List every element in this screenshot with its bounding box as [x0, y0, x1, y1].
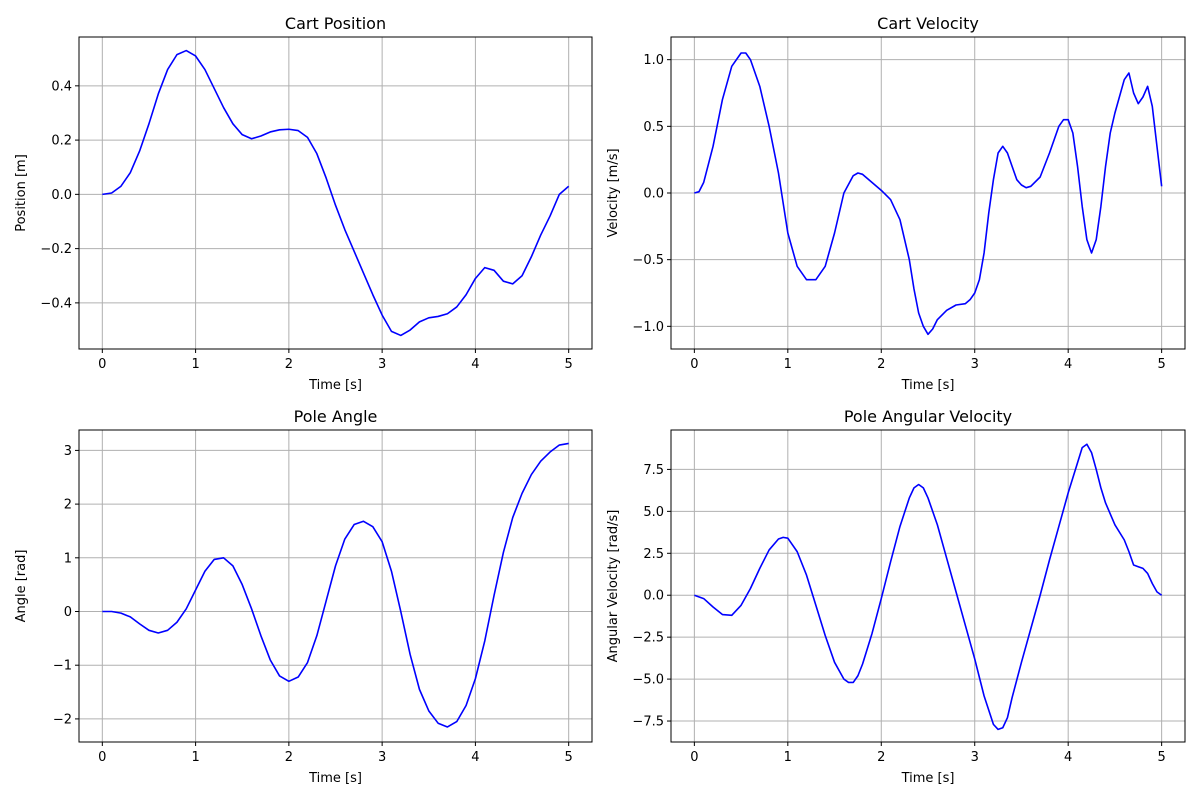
y-tick-label: −1: [53, 659, 72, 674]
x-tick-label: 3: [971, 357, 979, 372]
y-axis-label: Velocity [m/s]: [606, 148, 621, 237]
x-tick-label: 0: [690, 357, 698, 372]
x-tick-label: 0: [98, 750, 106, 765]
chart-title: Cart Velocity: [877, 14, 979, 33]
x-tick-label: 3: [971, 750, 979, 765]
x-tick-label: 2: [877, 750, 885, 765]
x-axis-label: Time [s]: [901, 378, 955, 393]
y-tick-label: −2: [53, 712, 72, 727]
x-axis-label: Time [s]: [308, 771, 362, 786]
y-tick-label: 0.4: [51, 79, 72, 94]
y-tick-label: 0.5: [643, 120, 664, 135]
y-tick-label: 0: [64, 605, 72, 620]
subplot-4: 0 1 2 3 4 5 −7.5 −5.0 −2.5 0.0 2.5 5.0 7.5 Pole Angul…: [606, 407, 1186, 786]
x-tick-label: 1: [784, 357, 792, 372]
x-tick-label: 5: [565, 750, 573, 765]
x-tick-label: 1: [191, 750, 199, 765]
y-tick-label: 0.0: [51, 188, 72, 203]
x-axis-label: Time [s]: [308, 378, 362, 393]
chart-title: Cart Position: [285, 14, 386, 33]
x-tick-label: 0: [98, 357, 106, 372]
y-axis-label: Position [m]: [14, 154, 29, 232]
series-line: [694, 443, 1163, 731]
x-tick-label: 5: [1157, 750, 1165, 765]
x-tick-label: 5: [565, 357, 573, 372]
y-tick-label: −2.5: [632, 631, 664, 646]
y-tick-label: 0.0: [643, 187, 664, 202]
x-tick-label: 2: [285, 750, 293, 765]
y-tick-label: 7.5: [643, 463, 664, 478]
x-tick-label: 3: [378, 750, 386, 765]
y-tick-label: 3: [64, 444, 72, 459]
y-axis-label: Angular Velocity [rad/s]: [606, 510, 621, 663]
y-axis-label: Angle [rad]: [14, 550, 29, 623]
x-axis-label: Time [s]: [901, 771, 955, 786]
axes-frame: [78, 36, 593, 350]
chart-title: Pole Angle: [294, 407, 378, 426]
y-tick-label: −0.4: [40, 296, 72, 311]
series-line: [694, 52, 1163, 336]
series-line: [102, 442, 569, 728]
y-tick-label: 5.0: [643, 505, 664, 520]
x-tick-label: 1: [784, 750, 792, 765]
x-tick-label: 3: [378, 357, 386, 372]
x-tick-label: 0: [690, 750, 698, 765]
x-tick-label: 1: [191, 357, 199, 372]
x-tick-label: 5: [1157, 357, 1165, 372]
y-tick-label: 2.5: [643, 547, 664, 562]
x-tick-label: 4: [471, 750, 479, 765]
subplot-1: 0 1 2 3 4 5 −0.4 −0.2 0.0 0.2 0.4 Cart Position Time…: [14, 14, 593, 393]
x-tick-label: 4: [471, 357, 479, 372]
subplot-3: 0 1 2 3 4 5 −2 −1 0 1 2 3 Pole Angle Time [s] Angle [r…: [14, 407, 593, 786]
y-tick-label: −1.0: [632, 320, 664, 335]
y-tick-label: −5.0: [632, 673, 664, 688]
y-tick-label: 0.0: [643, 589, 664, 604]
y-tick-label: −7.5: [632, 715, 664, 730]
y-tick-label: 2: [64, 498, 72, 513]
x-tick-label: 4: [1064, 357, 1072, 372]
chart-title: Pole Angular Velocity: [844, 407, 1012, 426]
x-tick-label: 4: [1064, 750, 1072, 765]
y-tick-label: 1: [64, 551, 72, 566]
subplot-2: 0 1 2 3 4 5 −1.0 −0.5 0.0 0.5 1.0 Cart Velocity Time…: [606, 14, 1186, 393]
y-tick-label: −0.5: [632, 253, 664, 268]
y-tick-label: −0.2: [40, 242, 72, 257]
y-tick-label: 0.2: [51, 134, 72, 149]
series-line: [102, 49, 570, 337]
axes-frame: [670, 429, 1186, 743]
y-tick-label: 1.0: [643, 53, 664, 68]
x-tick-label: 2: [285, 357, 293, 372]
x-tick-label: 2: [877, 357, 885, 372]
axes-frame: [78, 429, 593, 743]
